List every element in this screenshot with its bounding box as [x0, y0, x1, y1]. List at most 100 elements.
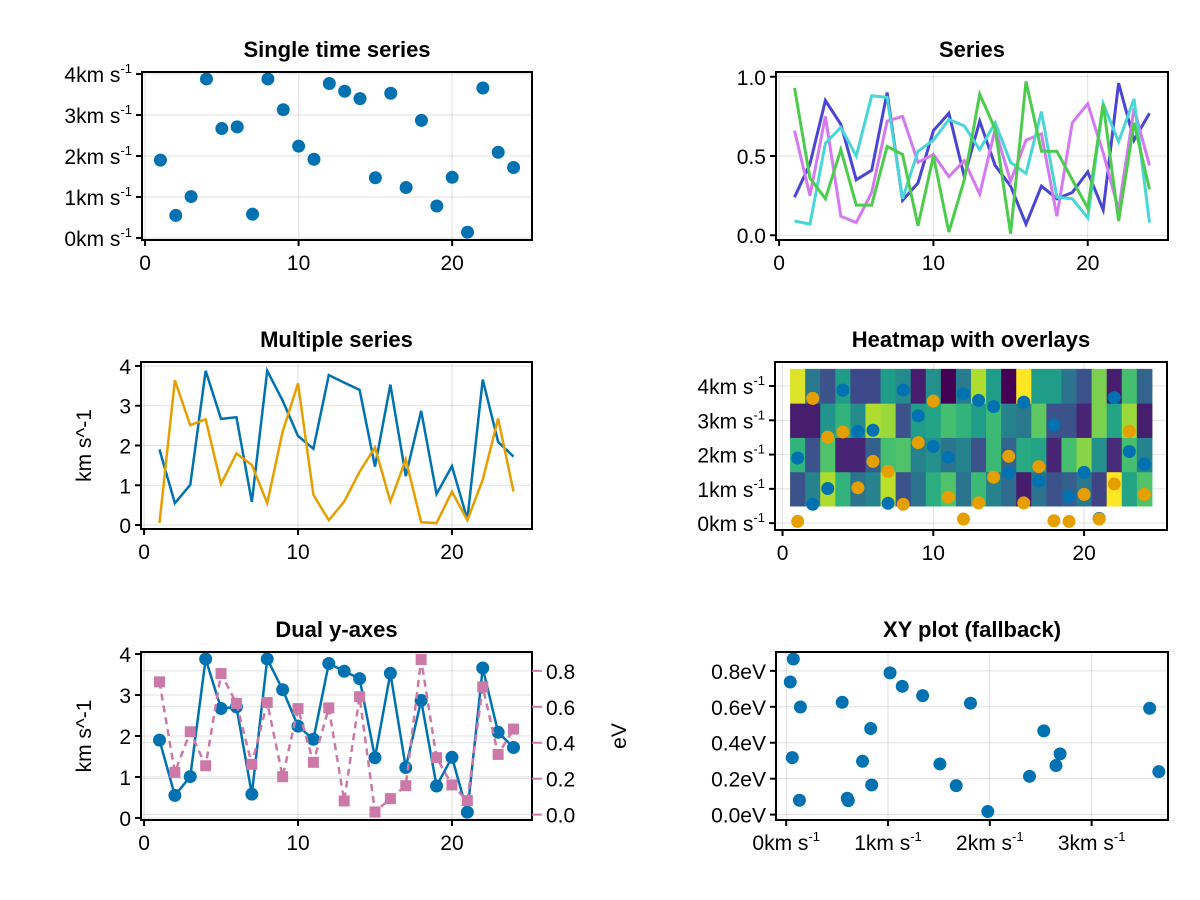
tick-value: 1km s	[697, 479, 753, 502]
data-point-square	[461, 795, 473, 807]
heatmap-cell	[1031, 368, 1047, 404]
y-tick-label: 1.0	[737, 67, 766, 90]
y-right-axis-label: eV	[608, 723, 631, 749]
tick-value: 3km s	[1058, 832, 1114, 855]
heatmap-cell	[850, 368, 866, 404]
data-point	[168, 788, 182, 802]
data-point-square	[415, 654, 427, 666]
data-point	[1077, 487, 1091, 501]
data-point	[461, 225, 475, 239]
y-tick-label: 0.8eV	[711, 661, 766, 684]
x-tick-label: 3km s-1	[1058, 829, 1126, 855]
heatmap-cell	[820, 437, 836, 473]
x-tick-label: 20	[440, 832, 463, 855]
heatmap-cell	[1046, 437, 1062, 473]
tick-value: 4km s	[697, 376, 753, 399]
tick-superscript: -1	[1012, 829, 1024, 844]
tick-superscript: -1	[753, 476, 765, 491]
data-point	[1002, 449, 1016, 463]
tick-value: 2km s	[956, 832, 1012, 855]
data-point-square	[230, 697, 242, 709]
chart-title: Series	[939, 37, 1005, 62]
heatmap-cell	[986, 368, 1002, 404]
tick-superscript: -1	[1114, 829, 1126, 844]
data-point	[1077, 465, 1091, 479]
data-point	[1122, 444, 1136, 458]
heatmap-cell	[1091, 437, 1108, 473]
tick-superscript: -1	[753, 442, 765, 457]
axes-frame	[775, 651, 1169, 821]
panel-series: Series 0 10 20 0.0 0.5 1.0	[737, 37, 1169, 275]
data-point	[322, 656, 336, 670]
y-tick-label: 2	[119, 726, 131, 749]
heatmap-cell	[820, 368, 836, 404]
data-point	[987, 470, 1001, 484]
data-point	[384, 86, 398, 100]
heatmap-cell	[1061, 437, 1078, 473]
data-point	[851, 481, 865, 495]
data-point	[199, 652, 213, 666]
data-point	[1047, 514, 1061, 528]
data-point	[956, 387, 970, 401]
x-tick-label: 10	[286, 832, 309, 855]
data-point	[883, 666, 897, 680]
heatmap-cell	[865, 368, 882, 404]
heatmap-cell	[971, 437, 987, 473]
data-point	[183, 770, 197, 784]
data-point	[430, 199, 444, 213]
heatmap-cell	[986, 437, 1002, 473]
data-point	[866, 423, 880, 437]
data-point	[783, 675, 797, 689]
data-point	[791, 451, 805, 465]
heatmap-cell	[910, 368, 927, 404]
x-tick-label: 0	[139, 252, 151, 275]
y-tick-label: 3km s-1	[697, 407, 765, 433]
y-axis-label: km s^-1	[73, 409, 96, 482]
x-tick-label: 20	[440, 252, 463, 275]
data-point	[214, 702, 228, 716]
heatmap-cell	[880, 437, 897, 473]
data-point	[230, 120, 244, 134]
data-point	[414, 693, 428, 707]
heatmap-cell	[820, 403, 836, 438]
heatmap-cell	[1106, 437, 1123, 473]
data-point	[881, 496, 895, 510]
data-point	[1137, 487, 1151, 501]
data-point	[987, 400, 1001, 414]
data-point	[836, 425, 850, 439]
data-point	[786, 652, 800, 666]
data-point	[933, 757, 947, 771]
data-point	[866, 454, 880, 468]
heatmap-cell	[880, 403, 897, 438]
heatmap-cell	[1121, 368, 1138, 404]
tick-value: 0km s	[752, 832, 808, 855]
data-point	[368, 171, 382, 185]
data-point	[896, 383, 910, 397]
panel-multiple: Multiple series 0 10 20 0 1 2 3 4 km s^-1	[73, 327, 533, 564]
data-point	[851, 425, 865, 439]
heatmap-cell	[1016, 403, 1032, 438]
y-tick-label: 0km s-1	[64, 225, 132, 251]
data-point	[1047, 418, 1061, 432]
tick-value: 0km s	[697, 513, 753, 536]
data-point	[383, 666, 397, 680]
data-point	[926, 394, 940, 408]
y-axis-label: km s^-1	[73, 700, 96, 773]
tick-value: 0km s	[64, 228, 120, 251]
x-tick-label: 10	[287, 252, 310, 275]
heatmap-cell	[955, 437, 972, 473]
heatmap-cell	[880, 368, 897, 404]
data-point	[949, 779, 963, 793]
data-point-square	[261, 696, 273, 708]
series-line	[793, 81, 1151, 234]
y-tick-label: 2	[119, 436, 131, 459]
series-line	[158, 379, 515, 525]
data-point-square	[354, 691, 366, 703]
data-point-square	[169, 766, 181, 778]
data-point	[835, 695, 849, 709]
heatmap-cell	[1001, 471, 1017, 507]
x-tick-label: 20	[440, 541, 463, 564]
y-tick-label: 0.4eV	[711, 733, 766, 756]
heatmap-cell	[971, 403, 987, 438]
data-point	[353, 92, 367, 106]
